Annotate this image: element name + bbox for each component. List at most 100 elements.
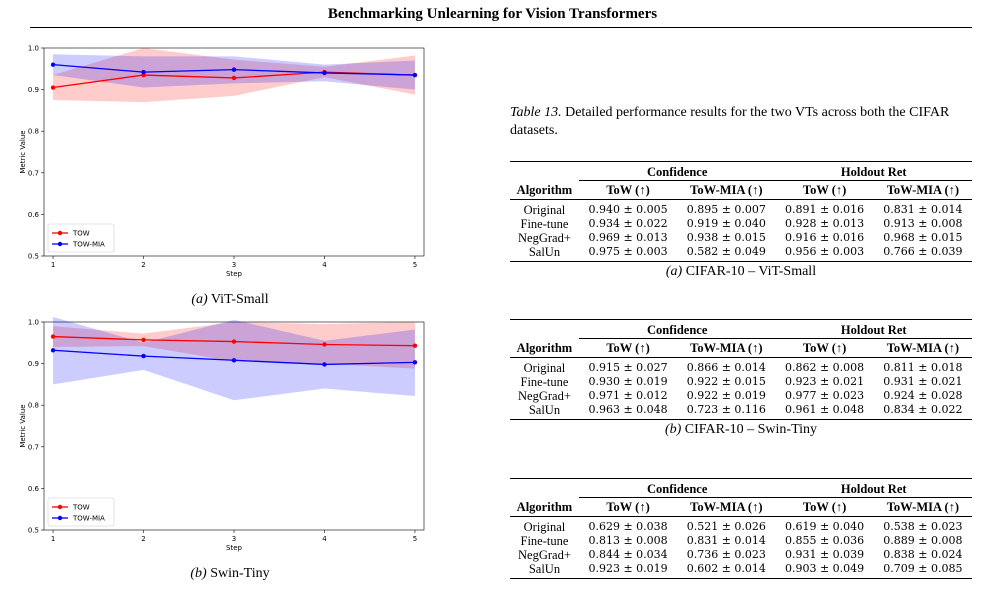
table-cell: 0.922 ± 0.015 <box>686 375 766 388</box>
data-point <box>141 353 146 359</box>
line-chart-swin-tiny: 1 2 3 4 5 0.5 0.6 0.7 0.8 0.9 1.0 Step Metric Value T… <box>19 317 425 552</box>
running-header: Benchmarking Unlearning for Vision Trans… <box>327 6 658 22</box>
table-cell: 0.915 ± 0.027 <box>588 361 668 374</box>
table-cell: SalUn <box>510 403 579 420</box>
y-tick-label: 0.8 <box>28 128 39 136</box>
confidence-band <box>53 322 415 369</box>
table-row: NegGrad+ 0.969 ± 0.013 0.938 ± 0.015 0.916 … <box>510 231 972 245</box>
legend-label: TOW-MIA <box>72 241 105 249</box>
group-header-holdout: Holdout Ret <box>775 161 972 181</box>
x-tick-label: 2 <box>141 535 145 543</box>
table-cell: 0.930 ± 0.019 <box>588 375 668 388</box>
table-cell: Original <box>523 203 566 217</box>
group-header-holdout: Holdout Ret <box>775 319 972 339</box>
legend-label: TOW <box>72 230 90 238</box>
table-cell: 0.602 ± 0.014 <box>677 562 776 579</box>
table-cell: 0.919 ± 0.040 <box>686 217 766 230</box>
y-tick-label: 0.9 <box>28 360 39 368</box>
col-header: Algorithm <box>516 182 573 197</box>
table-cell: 0.629 ± 0.038 <box>588 520 668 533</box>
x-tick-label: 3 <box>232 261 236 269</box>
table-cell: NegGrad+ <box>518 389 571 403</box>
col-header: ToW (↑) <box>606 341 650 355</box>
table-cell: 0.891 ± 0.016 <box>784 203 865 216</box>
legend-marker <box>57 515 63 521</box>
table-row: Original 0.940 ± 0.005 0.895 ± 0.007 0.891 … <box>510 200 972 218</box>
figure-b: 1 2 3 4 5 0.5 0.6 0.7 0.8 0.9 1.0 Step Metric Value T… <box>19 316 440 556</box>
figure-a: 1 2 3 4 5 0.5 0.6 0.7 0.8 0.9 1.0 Step Metric Value T… <box>19 42 440 282</box>
data-point <box>141 337 146 343</box>
col-header: ToW (↑) <box>802 183 847 197</box>
col-header: ToW (↑) <box>802 341 847 355</box>
table-cell: 0.931 ± 0.021 <box>883 375 963 388</box>
y-axis-label: Metric Value <box>19 130 27 173</box>
legend: TOW TOW-MIA <box>47 223 115 253</box>
data-point <box>322 70 327 76</box>
data-point <box>50 62 56 67</box>
col-header: ToW-MIA (↑) <box>690 341 763 355</box>
table-cell: Fine-tune <box>520 375 569 389</box>
table-cell: 0.961 ± 0.048 <box>775 403 874 420</box>
y-tick-label: 1.0 <box>28 45 39 53</box>
line-chart-vit-small: 1 2 3 4 5 0.5 0.6 0.7 0.8 0.9 1.0 Step Metric Value T… <box>19 45 425 278</box>
table-cell: Original <box>523 361 566 375</box>
table-cell: NegGrad+ <box>518 231 571 245</box>
legend-marker <box>57 504 63 510</box>
y-tick-label: 1.0 <box>28 319 39 327</box>
table-cell: 0.831 ± 0.014 <box>883 203 963 216</box>
table-cell: 0.855 ± 0.036 <box>784 534 865 547</box>
legend-box <box>47 223 115 253</box>
table-cell: 0.723 ± 0.116 <box>677 403 776 420</box>
table-b-caption: (b) CIFAR-10 – Swin-Tiny <box>664 422 818 437</box>
table-row: NegGrad+ 0.971 ± 0.012 0.922 ± 0.019 0.977 … <box>510 389 972 403</box>
data-point <box>412 343 418 348</box>
table-cell: 0.736 ± 0.023 <box>686 548 766 561</box>
table-row: NegGrad+ 0.844 ± 0.034 0.736 ± 0.023 0.931 … <box>510 548 972 562</box>
table-row: SalUn 0.963 ± 0.048 0.723 ± 0.116 0.961 ± 0… <box>510 403 972 420</box>
data-point <box>231 67 237 72</box>
table-row: SalUn 0.975 ± 0.003 0.582 ± 0.049 0.956 ± 0… <box>510 245 972 262</box>
table-cell: 0.928 ± 0.013 <box>784 217 865 230</box>
group-header-confidence: Confidence <box>578 161 776 181</box>
legend-marker <box>57 230 63 236</box>
confidence-band <box>53 54 415 90</box>
table-b: Confidence Holdout Ret Algorithm ToW (↑)… <box>510 319 972 438</box>
table-cell: 0.903 ± 0.049 <box>775 562 874 579</box>
table-cell: 0.895 ± 0.007 <box>686 203 766 216</box>
x-tick-label: 5 <box>413 261 417 269</box>
table-cell: 0.844 ± 0.034 <box>588 548 668 561</box>
group-header-confidence: Confidence <box>578 319 776 339</box>
legend-label: TOW <box>72 504 90 512</box>
x-axis-label: Step <box>226 270 242 278</box>
legend-marker <box>57 241 63 247</box>
table-cell: 0.521 ± 0.026 <box>686 520 766 533</box>
table-cell: 0.923 ± 0.019 <box>578 562 678 579</box>
table-cell: 0.811 ± 0.018 <box>883 361 963 374</box>
x-tick-label: 4 <box>322 535 327 543</box>
table-cell: 0.923 ± 0.021 <box>784 375 865 388</box>
table-cell: 0.938 ± 0.015 <box>686 231 766 244</box>
table-cell: NegGrad+ <box>518 548 571 562</box>
y-tick-label: 0.6 <box>28 485 40 493</box>
col-header: ToW (↑) <box>606 500 650 514</box>
col-header: ToW-MIA (↑) <box>886 341 960 355</box>
table-cell: 0.963 ± 0.048 <box>578 403 678 420</box>
table-cell: 0.831 ± 0.014 <box>686 534 766 547</box>
y-tick-label: 0.5 <box>28 527 39 535</box>
col-header: ToW-MIA (↑) <box>690 500 763 514</box>
table-cell: 0.975 ± 0.003 <box>578 245 678 262</box>
figure-a-caption: (a) ViT-Small <box>191 292 269 307</box>
table-cell: 0.956 ± 0.003 <box>775 245 874 262</box>
x-tick-label: 5 <box>413 535 417 543</box>
data-point <box>50 334 56 339</box>
table-cell: Fine-tune <box>520 217 569 231</box>
confidence-band <box>53 48 415 103</box>
y-tick-label: 0.8 <box>28 402 39 410</box>
x-tick-label: 4 <box>322 261 327 269</box>
table-cell: 0.971 ± 0.012 <box>588 389 668 402</box>
data-point <box>141 69 146 75</box>
table-row: Fine-tune 0.934 ± 0.022 0.919 ± 0.040 0.928… <box>510 217 972 231</box>
data-point <box>412 72 418 78</box>
col-header: ToW-MIA (↑) <box>690 183 763 197</box>
legend: TOW TOW-MIA <box>47 497 115 527</box>
